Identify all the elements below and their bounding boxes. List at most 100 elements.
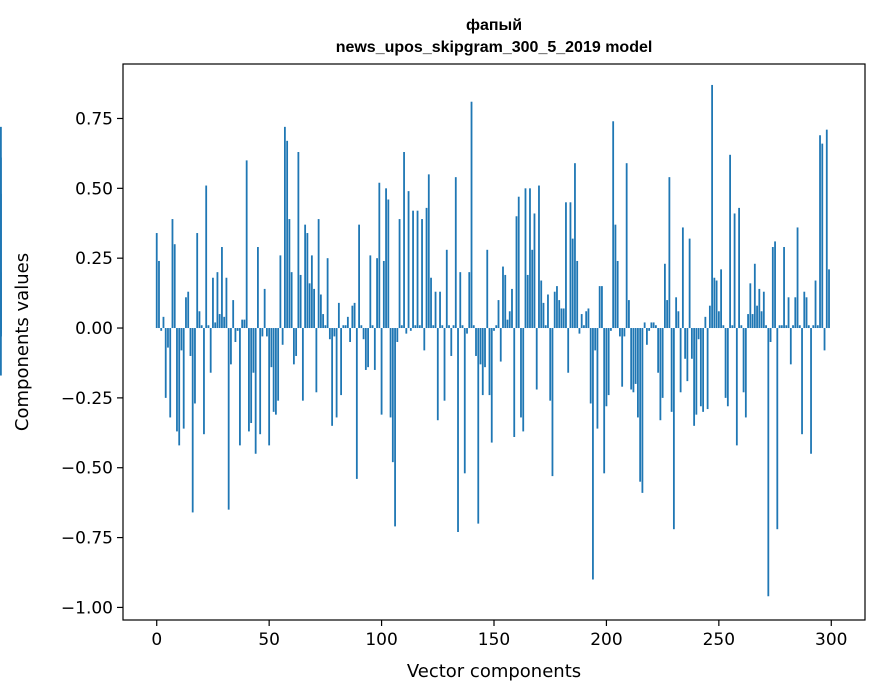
x-tick-label: 100: [365, 630, 397, 650]
bar: [762, 291, 765, 329]
bar: [738, 207, 740, 329]
bar: [756, 305, 758, 329]
bar: [502, 266, 504, 329]
bar: [257, 247, 259, 329]
bar: [191, 328, 194, 513]
y-tick-label: −1.00: [61, 598, 113, 618]
bar: [733, 213, 736, 329]
bar: [218, 314, 221, 329]
y-tick-label: 0.50: [75, 179, 113, 199]
bar: [403, 152, 405, 329]
bar: [376, 258, 378, 329]
bar: [241, 319, 244, 329]
bar: [551, 328, 554, 477]
bar: [531, 249, 534, 329]
bar: [623, 328, 626, 337]
bar: [225, 277, 228, 329]
bar: [158, 260, 160, 329]
bar: [783, 247, 785, 329]
x-axis-label: Vector components: [407, 661, 581, 682]
bar: [310, 255, 313, 329]
bar: [164, 328, 167, 398]
bar: [594, 328, 597, 351]
bar: [670, 328, 673, 412]
bar: [504, 274, 507, 329]
bar: [592, 328, 594, 580]
bar: [380, 328, 383, 415]
bar: [266, 328, 268, 337]
bar: [522, 328, 525, 432]
bar: [281, 328, 284, 345]
bar: [637, 328, 639, 418]
bar: [173, 244, 176, 329]
bar: [792, 325, 794, 329]
bar: [499, 328, 502, 362]
bar: [324, 325, 327, 329]
bar: [612, 121, 615, 329]
bar: [445, 249, 448, 329]
bar: [646, 328, 648, 345]
bar: [567, 328, 570, 373]
bar: [578, 328, 581, 334]
bar: [223, 316, 226, 329]
bar: [409, 328, 412, 331]
bar: [767, 328, 770, 597]
bar: [198, 311, 201, 329]
bar: [254, 328, 257, 454]
plot-frame: [122, 63, 866, 621]
bar: [574, 163, 576, 329]
bar: [200, 325, 203, 329]
bar: [547, 294, 549, 329]
bar: [805, 297, 808, 329]
chart-title-line2: news_upos_skipgram_300_5_2019 model: [336, 39, 653, 56]
y-tick-label: −0.25: [61, 389, 113, 409]
bar: [203, 328, 205, 435]
bar: [279, 255, 282, 329]
bar: [765, 325, 767, 329]
bar: [684, 328, 687, 359]
bar: [162, 316, 165, 329]
bar: [526, 274, 529, 329]
bar: [290, 272, 293, 329]
bar: [639, 328, 642, 482]
bar: [693, 328, 696, 426]
bar: [729, 154, 731, 329]
bar: [450, 328, 453, 356]
bar: [457, 328, 459, 532]
bar: [214, 322, 217, 329]
bar: [346, 316, 349, 329]
bar: [230, 328, 232, 365]
bar: [517, 196, 520, 329]
bar: [587, 308, 590, 329]
bar: [461, 325, 464, 329]
bar: [540, 280, 543, 329]
bar: [603, 328, 606, 474]
bar: [472, 325, 475, 329]
bar: [794, 297, 797, 329]
bar: [337, 302, 340, 329]
bar: [556, 286, 558, 329]
bar: [778, 325, 781, 329]
bar: [785, 325, 788, 329]
bar: [475, 328, 477, 356]
bar: [436, 328, 439, 421]
bar: [187, 291, 190, 329]
bar: [167, 328, 169, 348]
bar: [520, 328, 522, 418]
bar: [301, 328, 304, 401]
bar: [789, 328, 792, 365]
y-axis-ticks: 0.75 0.50 0.25 0.00 −0.25 −0.50 −0.75 −1.00: [61, 109, 123, 618]
bar: [234, 328, 237, 342]
bar: [459, 272, 462, 329]
bar: [315, 328, 318, 393]
bar: [405, 328, 408, 334]
bar: [245, 160, 248, 329]
bar: [439, 291, 441, 329]
bar: [576, 260, 579, 329]
bar: [542, 302, 545, 329]
bar: [283, 126, 286, 329]
bar: [825, 129, 828, 329]
bar: [423, 328, 426, 351]
bar: [619, 328, 621, 337]
